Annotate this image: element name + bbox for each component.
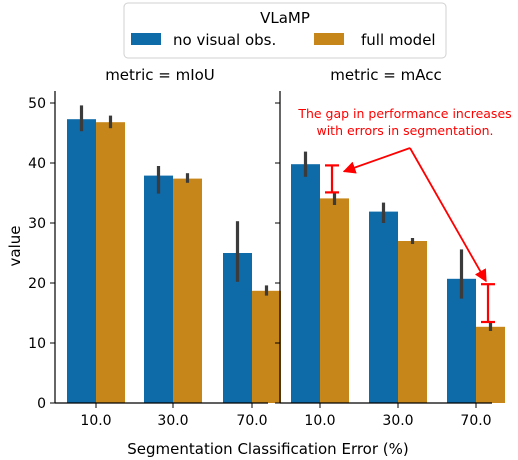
bar-miou-full-model-10.0 [96,122,125,403]
y-tick-label-0: 0 [37,396,46,412]
legend-swatch-no-visual [131,33,161,45]
y-tick-label-10: 10 [28,336,46,352]
panel-title-macc: metric = mAcc [330,66,442,84]
bar-macc-full-model-70.0 [476,326,505,403]
x-axis-title: Segmentation Classification Error (%) [127,440,409,458]
x-tick-label-miou-70.0: 70.0 [236,413,267,429]
bar-macc-no-visual-10.0 [291,164,320,403]
y-axis-title: value [6,226,24,267]
annotation-line-2: with errors in segmentation. [316,123,493,138]
legend-label-no-visual: no visual obs. [173,31,276,49]
bar-macc-no-visual-70.0 [447,278,476,403]
legend-title: VLaMP [260,9,310,27]
annotation-arrow-10.0 [342,147,411,174]
annotation-arrow-70.0 [409,147,487,283]
legend-frame [123,2,447,59]
bar-miou-full-model-70.0 [252,290,281,403]
plot-layer: 0 10 20 30 40 50 10.0 30.0 70.0 10.0 30.0 70.0 [28,91,505,429]
x-tick-label-macc-30.0: 30.0 [382,413,413,429]
bar-macc-no-visual-30.0 [369,211,398,403]
y-tick-label-30: 30 [28,216,46,232]
bar-macc-full-model-10.0 [320,198,349,403]
bar-macc-full-model-30.0 [398,241,427,403]
y-tick-label-50: 50 [28,96,46,112]
legend: VLaMP no visual obs. full model [123,2,447,59]
panel-title-miou: metric = mIoU [105,66,215,84]
y-tick-label-20: 20 [28,276,46,292]
bar-miou-no-visual-30.0 [144,175,173,403]
bar-miou-full-model-30.0 [173,178,202,403]
legend-swatch-full-model [314,33,344,45]
x-tick-label-macc-70.0: 70.0 [460,413,491,429]
bar-miou-no-visual-10.0 [67,119,96,403]
y-tick-label-40: 40 [28,156,46,172]
annotation-line-1: The gap in performance increases [297,106,511,121]
x-tick-label-miou-30.0: 30.0 [157,413,188,429]
x-tick-label-miou-10.0: 10.0 [80,413,111,429]
legend-label-full-model: full model [361,31,436,49]
x-tick-label-macc-10.0: 10.0 [304,413,335,429]
